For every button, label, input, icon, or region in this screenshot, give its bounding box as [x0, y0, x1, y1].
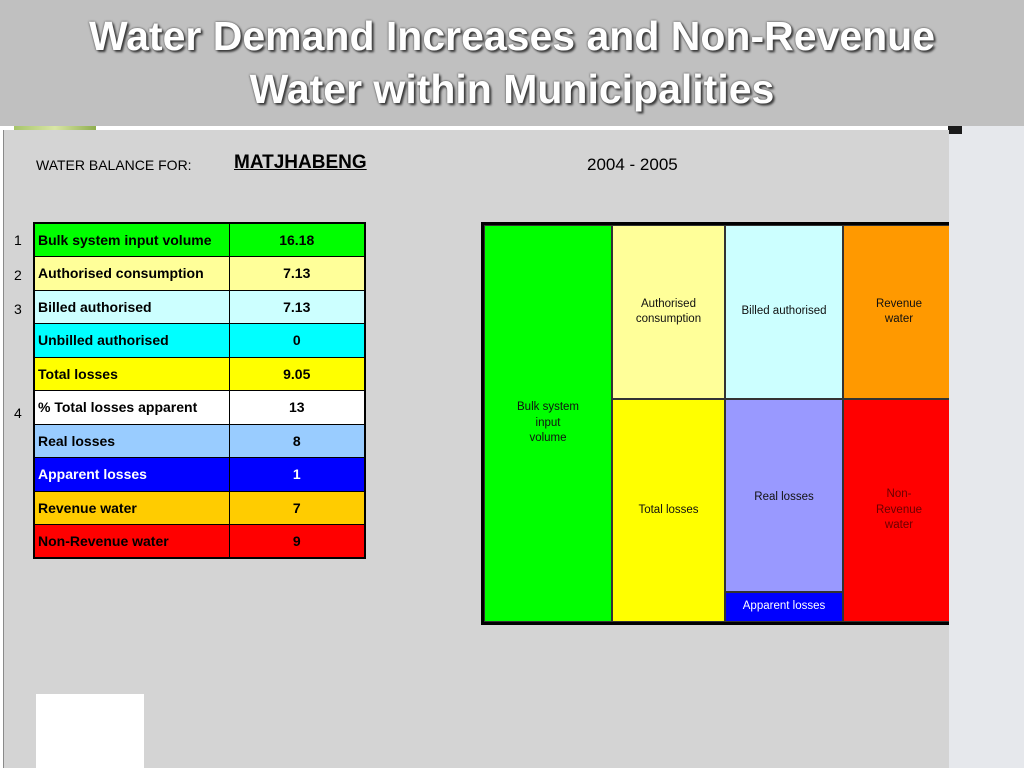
row-value: 0 — [228, 323, 366, 358]
water-balance-label: WATER BALANCE FOR: — [36, 157, 192, 173]
period-label: 2004 - 2005 — [587, 155, 678, 174]
table-row: Unbilled authorised 0 — [33, 323, 366, 358]
row-label: Non-Revenue water — [33, 524, 230, 559]
bulk-input-box: Bulk system input volume — [484, 225, 612, 622]
row-number: 4 — [14, 404, 22, 421]
row-value: 1 — [228, 457, 366, 492]
row-number: 2 — [14, 266, 22, 283]
row-value: 7.13 — [228, 289, 366, 324]
billed-label: Billed authorised — [741, 304, 826, 320]
label-line: Bulk system — [517, 401, 579, 414]
row-label: Unbilled authorised — [33, 323, 230, 358]
total-losses-label: Total losses — [638, 503, 698, 519]
table-row: Real losses 8 — [33, 423, 366, 458]
authorised-label: Authorised consumption — [636, 297, 701, 328]
bulk-label: Bulk system input volume — [517, 400, 579, 447]
revenue-label: Revenue water — [876, 297, 922, 328]
row-value: 9 — [228, 524, 366, 559]
non-revenue-water-box: Non- Revenue water — [843, 399, 949, 622]
row-label: Real losses — [33, 423, 230, 458]
label-line: Billed authorised — [741, 305, 827, 318]
blank-area — [36, 694, 144, 768]
row-label: Total losses — [33, 356, 230, 391]
water-balance-table: Bulk system input volume 16.18 Authorised … — [33, 222, 366, 559]
label-line: water — [884, 313, 914, 325]
table-row: Bulk system input volume 16.18 — [33, 222, 366, 257]
label-line: Apparent losses — [742, 600, 826, 613]
table-row: Revenue water 7 — [33, 490, 366, 525]
label-line: volume — [529, 432, 567, 445]
row-value: 7 — [228, 490, 366, 525]
row-label: Bulk system input volume — [33, 222, 230, 257]
row-label: % Total losses apparent — [33, 390, 230, 425]
row-value: 7.13 — [228, 256, 366, 291]
label-line: consumption — [635, 313, 702, 325]
label-line: Real losses — [754, 491, 814, 503]
row-number: 1 — [14, 232, 22, 248]
row-value: 16.18 — [228, 222, 366, 257]
row-label: Revenue water — [33, 490, 230, 525]
table-row: Apparent losses 1 — [33, 457, 366, 492]
row-value: 9.05 — [228, 356, 366, 391]
label-line: Non- — [886, 488, 912, 501]
label-line: Revenue — [875, 503, 923, 516]
apparent-losses-label: Apparent losses — [743, 599, 825, 615]
label-line: Total losses — [638, 503, 699, 516]
real-losses-label: Real losses — [754, 490, 813, 506]
spreadsheet: WATER BALANCE FOR: MATJHABENG 2004 - 200… — [3, 130, 949, 768]
authorised-consumption-box: Authorised consumption — [612, 225, 725, 399]
right-strip-dark-edge — [948, 126, 962, 134]
row-label: Billed authorised — [33, 289, 230, 324]
row-value: 8 — [228, 423, 366, 458]
label-line: input — [535, 416, 561, 429]
slide-title-line-1: Water Demand Increases and Non-Revenue — [88, 13, 936, 59]
real-losses-box: Real losses — [725, 399, 843, 592]
table-row: Authorised consumption 7.13 — [33, 256, 366, 291]
total-losses-box: Total losses — [612, 399, 725, 622]
row-number: 3 — [14, 301, 22, 317]
label-line: Revenue — [875, 297, 923, 310]
table-row: % Total losses apparent 13 — [33, 390, 366, 425]
slide-title: Water Demand Increases and Non-Revenue W… — [0, 10, 1024, 116]
slide-title-line-2: Water within Municipalities — [249, 66, 775, 112]
row-label: Authorised consumption — [33, 256, 230, 291]
billed-authorised-box: Billed authorised — [725, 225, 843, 399]
row-label: Apparent losses — [33, 457, 230, 492]
table-row: Total losses 9.05 — [33, 356, 366, 391]
title-bar: Water Demand Increases and Non-Revenue W… — [0, 0, 1024, 126]
table-row: Non-Revenue water 9 — [33, 524, 366, 559]
non-revenue-label: Non- Revenue water — [876, 487, 922, 534]
municipality-name: MATJHABENG — [234, 152, 367, 173]
apparent-losses-box: Apparent losses — [725, 592, 843, 622]
row-value: 13 — [228, 390, 366, 425]
water-balance-chart: Bulk system input volume Authorised consump… — [481, 222, 949, 625]
table-row: Billed authorised 7.13 — [33, 289, 366, 324]
label-line: Authorised — [641, 297, 696, 310]
label-line: water — [884, 519, 914, 532]
revenue-water-box: Revenue water — [843, 225, 949, 399]
right-background-strip — [948, 126, 1024, 768]
